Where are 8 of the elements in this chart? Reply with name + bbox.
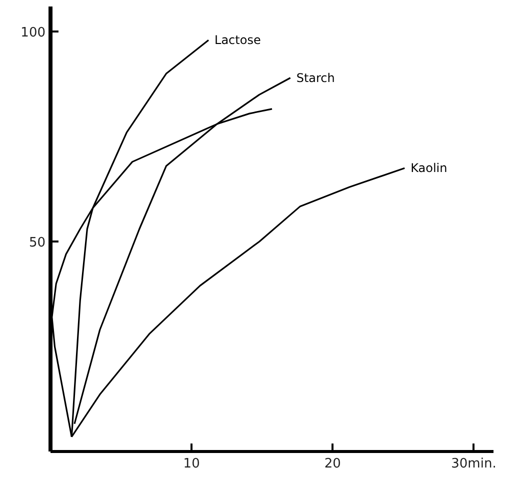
series-label: Lactose <box>214 33 261 48</box>
x-tick-label: 30min. <box>451 456 496 472</box>
series-label: Starch <box>296 70 335 85</box>
y-tick-label: 100 <box>20 26 46 41</box>
series-label: Kaolin <box>410 161 448 176</box>
x-tick-label: 10 <box>183 456 200 472</box>
y-tick-label: 50 <box>28 236 46 251</box>
x-tick-label: 20 <box>324 456 341 472</box>
